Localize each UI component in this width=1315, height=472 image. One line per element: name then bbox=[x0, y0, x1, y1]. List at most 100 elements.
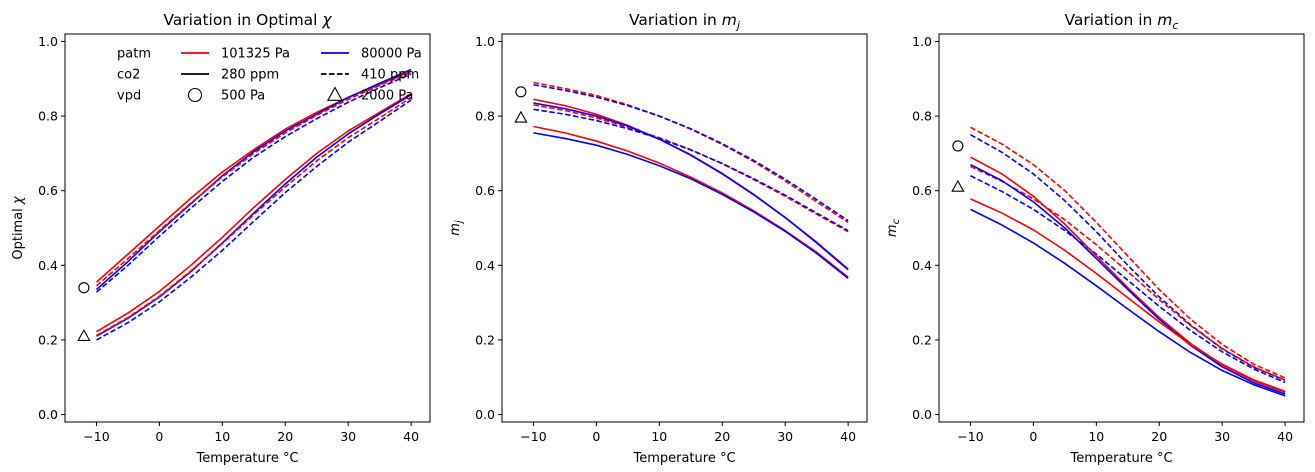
series-line-8 bbox=[533, 132, 849, 279]
axes-frame bbox=[64, 33, 431, 423]
x-tick-label: 20 bbox=[1151, 429, 1167, 444]
series-line-2 bbox=[95, 68, 412, 291]
y-tick-label: 1.0 bbox=[475, 34, 495, 49]
vpd-circle-marker bbox=[952, 140, 964, 152]
legend-group-label: co2 bbox=[117, 68, 140, 83]
panel-title-symbol: m bbox=[722, 11, 737, 29]
panel-title: Variation in mc bbox=[1065, 11, 1179, 32]
x-axis-label: Temperature °C bbox=[632, 451, 735, 466]
series-line-6 bbox=[533, 102, 849, 271]
legend-entry-label: 2000 Pa bbox=[361, 89, 413, 104]
legend-entry-label: 280 ppm bbox=[221, 68, 279, 83]
legend-triangle-icon bbox=[326, 86, 344, 101]
legend-entry-label: 410 ppm bbox=[361, 68, 419, 83]
x-tick-label: 30 bbox=[777, 429, 793, 444]
vpd-triangle-marker bbox=[77, 329, 91, 341]
x-tick-label: 0 bbox=[1029, 429, 1037, 444]
series-line-1 bbox=[970, 126, 1286, 379]
series-line-4 bbox=[533, 108, 849, 232]
y-axis-label-text: Optimal bbox=[11, 204, 26, 260]
series-line-4 bbox=[970, 175, 1286, 384]
y-axis-label-symbol: m bbox=[448, 223, 463, 236]
series-line-1 bbox=[533, 81, 849, 224]
x-tick-label: 40 bbox=[403, 429, 419, 444]
series-line-3 bbox=[970, 165, 1286, 381]
y-tick-label: 0.2 bbox=[475, 332, 495, 347]
series-line-7 bbox=[96, 96, 412, 337]
x-tick-label: 10 bbox=[651, 429, 667, 444]
panel-title: Variation in Optimal χ bbox=[163, 11, 332, 29]
x-tick-label: 0 bbox=[155, 429, 163, 444]
panel-title-subscript: j bbox=[735, 19, 741, 32]
y-axis-label-symbol: χ bbox=[11, 195, 26, 205]
x-tick-label: 20 bbox=[714, 429, 730, 444]
x-tick-label: 0 bbox=[592, 429, 600, 444]
series-line-8 bbox=[970, 208, 1286, 397]
y-tick-label: 0.8 bbox=[912, 109, 932, 124]
y-tick-label: 0.0 bbox=[475, 407, 495, 422]
x-tick-label: 10 bbox=[1088, 429, 1104, 444]
axes-frame bbox=[501, 33, 868, 423]
x-tick-label: 40 bbox=[1277, 429, 1293, 444]
series-line-2 bbox=[970, 134, 1286, 381]
x-tick-label: −10 bbox=[957, 429, 983, 444]
legend-group-label: patm bbox=[117, 47, 151, 62]
series-lines bbox=[533, 81, 849, 279]
series-line-4 bbox=[95, 73, 412, 293]
y-tick-label: 0.0 bbox=[912, 407, 932, 422]
y-tick-label: 1.0 bbox=[912, 34, 932, 49]
panel-title-symbol: m bbox=[1157, 11, 1172, 29]
legend-circle-icon bbox=[187, 87, 203, 103]
x-tick-label: 30 bbox=[1214, 429, 1230, 444]
series-line-3 bbox=[533, 104, 849, 233]
panel-title-subscript: c bbox=[1172, 19, 1178, 32]
y-tick-label: 0.0 bbox=[38, 407, 58, 422]
y-tick-label: 0.8 bbox=[475, 109, 495, 124]
y-tick-label: 0.2 bbox=[38, 332, 58, 347]
x-tick-label: −10 bbox=[83, 429, 109, 444]
x-tick-label: 10 bbox=[214, 429, 230, 444]
panels: −10 0 10 20 30 40 0.0 0.2 0.4 0.6 0.8 1.0 Temperatur… bbox=[11, 11, 1305, 466]
y-axis-label: mj bbox=[448, 220, 465, 236]
panel-title: Variation in mj bbox=[629, 11, 741, 32]
x-tick-label: 40 bbox=[840, 429, 856, 444]
y-tick-label: 0.6 bbox=[38, 183, 58, 198]
y-axis-label-subscript: j bbox=[454, 220, 465, 225]
legend-entry-label: 500 Pa bbox=[221, 89, 265, 104]
series-lines bbox=[970, 126, 1286, 397]
legend-group-label: vpd bbox=[117, 89, 141, 104]
panel-title-text: Variation in bbox=[629, 11, 722, 29]
x-tick-label: 20 bbox=[277, 429, 293, 444]
x-axis-label: Temperature °C bbox=[195, 451, 298, 466]
series-line-2 bbox=[533, 83, 849, 222]
legend-entry-label: 80000 Pa bbox=[361, 47, 422, 62]
series-line-7 bbox=[970, 198, 1286, 393]
series-lines bbox=[95, 68, 412, 341]
vpd-triangle-marker bbox=[514, 110, 528, 123]
panel-3: −10 0 10 20 30 40 0.0 0.2 0.4 0.6 0.8 1.0 Temperatur… bbox=[885, 11, 1305, 466]
vpd-circle-marker bbox=[515, 86, 527, 98]
y-axis-label-symbol: m bbox=[885, 224, 900, 237]
y-tick-label: 0.4 bbox=[912, 258, 932, 273]
y-tick-label: 0.4 bbox=[38, 258, 58, 273]
x-axis-label: Temperature °C bbox=[1069, 451, 1172, 466]
panel-1: −10 0 10 20 30 40 0.0 0.2 0.4 0.6 0.8 1.0 Temperatur… bbox=[11, 11, 431, 466]
series-line-8 bbox=[96, 99, 412, 341]
y-tick-label: 0.6 bbox=[475, 183, 495, 198]
series-line-3 bbox=[95, 71, 412, 287]
x-tick-label: −10 bbox=[520, 429, 546, 444]
axes-frame bbox=[938, 33, 1305, 423]
y-tick-label: 0.8 bbox=[38, 109, 58, 124]
series-line-5 bbox=[533, 98, 849, 270]
panel-title-symbol: χ bbox=[321, 11, 332, 29]
y-axis-label: Optimal χ bbox=[11, 195, 26, 260]
y-axis-label-subscript: c bbox=[891, 218, 902, 224]
y-tick-label: 0.4 bbox=[475, 258, 495, 273]
vpd-circle-marker bbox=[78, 282, 90, 294]
panel-title-text: Variation in bbox=[1065, 11, 1158, 29]
x-tick-label: 30 bbox=[340, 429, 356, 444]
y-tick-label: 1.0 bbox=[38, 34, 58, 49]
panel-title-text: Variation in Optimal bbox=[163, 11, 322, 29]
series-line-6 bbox=[970, 163, 1286, 395]
